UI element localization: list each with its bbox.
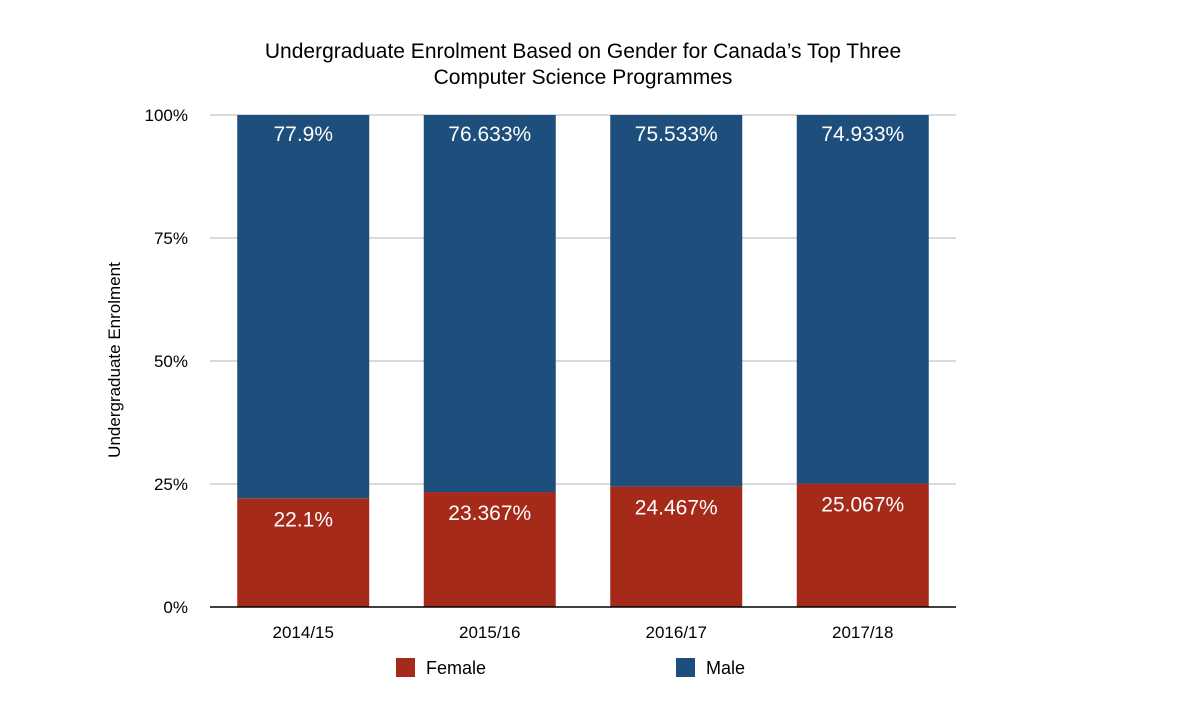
chart-title: Undergraduate Enrolment Based on Gender … [265,40,901,89]
bar-female-0 [237,498,370,607]
y-axis-label: Undergraduate Enrolment [105,262,124,458]
data-label-male: 76.633% [448,123,531,146]
data-label-female: 23.367% [448,502,531,525]
data-labels: 22.1% 77.9% 23.367% 76.633% 24.467% 75.533% 25… [273,123,904,531]
bar-male-3 [796,115,929,484]
x-tick-label: 2017/18 [832,623,893,642]
data-label-male: 75.533% [635,123,718,146]
legend-swatch-female [396,658,415,677]
x-tick-label: 2015/16 [459,623,520,642]
y-tick-label: 0% [163,598,188,617]
data-label-female: 22.1% [273,508,333,531]
x-tick-label: 2014/15 [273,623,334,642]
x-axis-ticks: 2014/15 2015/16 2016/17 2017/18 [273,623,894,642]
data-label-male: 74.933% [821,123,904,146]
chart-title-line-1: Undergraduate Enrolment Based on Gender … [265,40,901,63]
legend-swatch-male [676,658,695,677]
bar-male-1 [423,115,556,493]
data-label-female: 24.467% [635,497,718,520]
y-tick-label: 25% [154,475,188,494]
chart-title-line-2: Computer Science Programmes [434,66,733,89]
bar-female-2 [610,486,743,607]
data-label-female: 25.067% [821,494,904,517]
bar-female-3 [796,483,929,607]
legend-label-male: Male [706,658,745,678]
y-tick-label: 75% [154,229,188,248]
legend: Female Male [396,658,745,678]
legend-label-female: Female [426,658,486,678]
bar-male-0 [237,115,370,499]
bars [237,115,929,607]
bar-female-1 [423,492,556,607]
data-label-male: 77.9% [273,123,333,146]
y-axis-ticks: 0% 25% 50% 75% 100% [145,106,188,617]
x-tick-label: 2016/17 [646,623,707,642]
y-tick-label: 100% [145,106,188,125]
y-tick-label: 50% [154,352,188,371]
bar-male-2 [610,115,743,487]
